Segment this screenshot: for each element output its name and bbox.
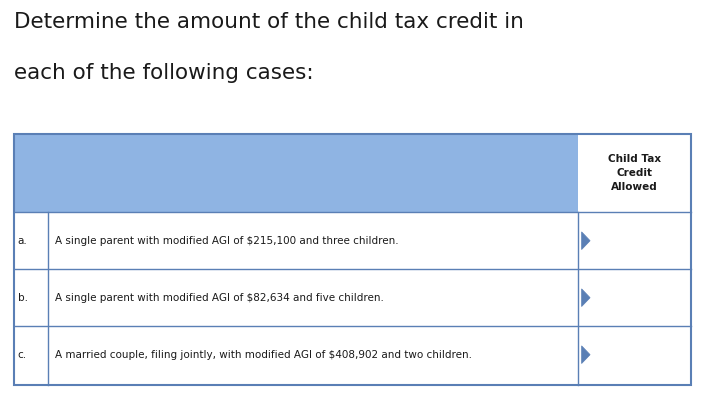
Text: A single parent with modified AGI of $82,634 and five children.: A single parent with modified AGI of $82…: [55, 293, 384, 303]
Text: Child Tax
Credit
Allowed: Child Tax Credit Allowed: [608, 154, 661, 192]
Text: Determine the amount of the child tax credit in: Determine the amount of the child tax cr…: [14, 12, 524, 32]
Text: A single parent with modified AGI of $215,100 and three children.: A single parent with modified AGI of $21…: [55, 236, 398, 246]
Text: a.: a.: [18, 236, 27, 246]
Polygon shape: [582, 289, 590, 307]
Polygon shape: [582, 346, 590, 364]
Text: each of the following cases:: each of the following cases:: [14, 63, 314, 83]
Text: b.: b.: [18, 293, 27, 303]
Text: A married couple, filing jointly, with modified AGI of $408,902 and two children: A married couple, filing jointly, with m…: [55, 350, 472, 360]
Polygon shape: [582, 232, 590, 250]
Text: c.: c.: [18, 350, 27, 360]
